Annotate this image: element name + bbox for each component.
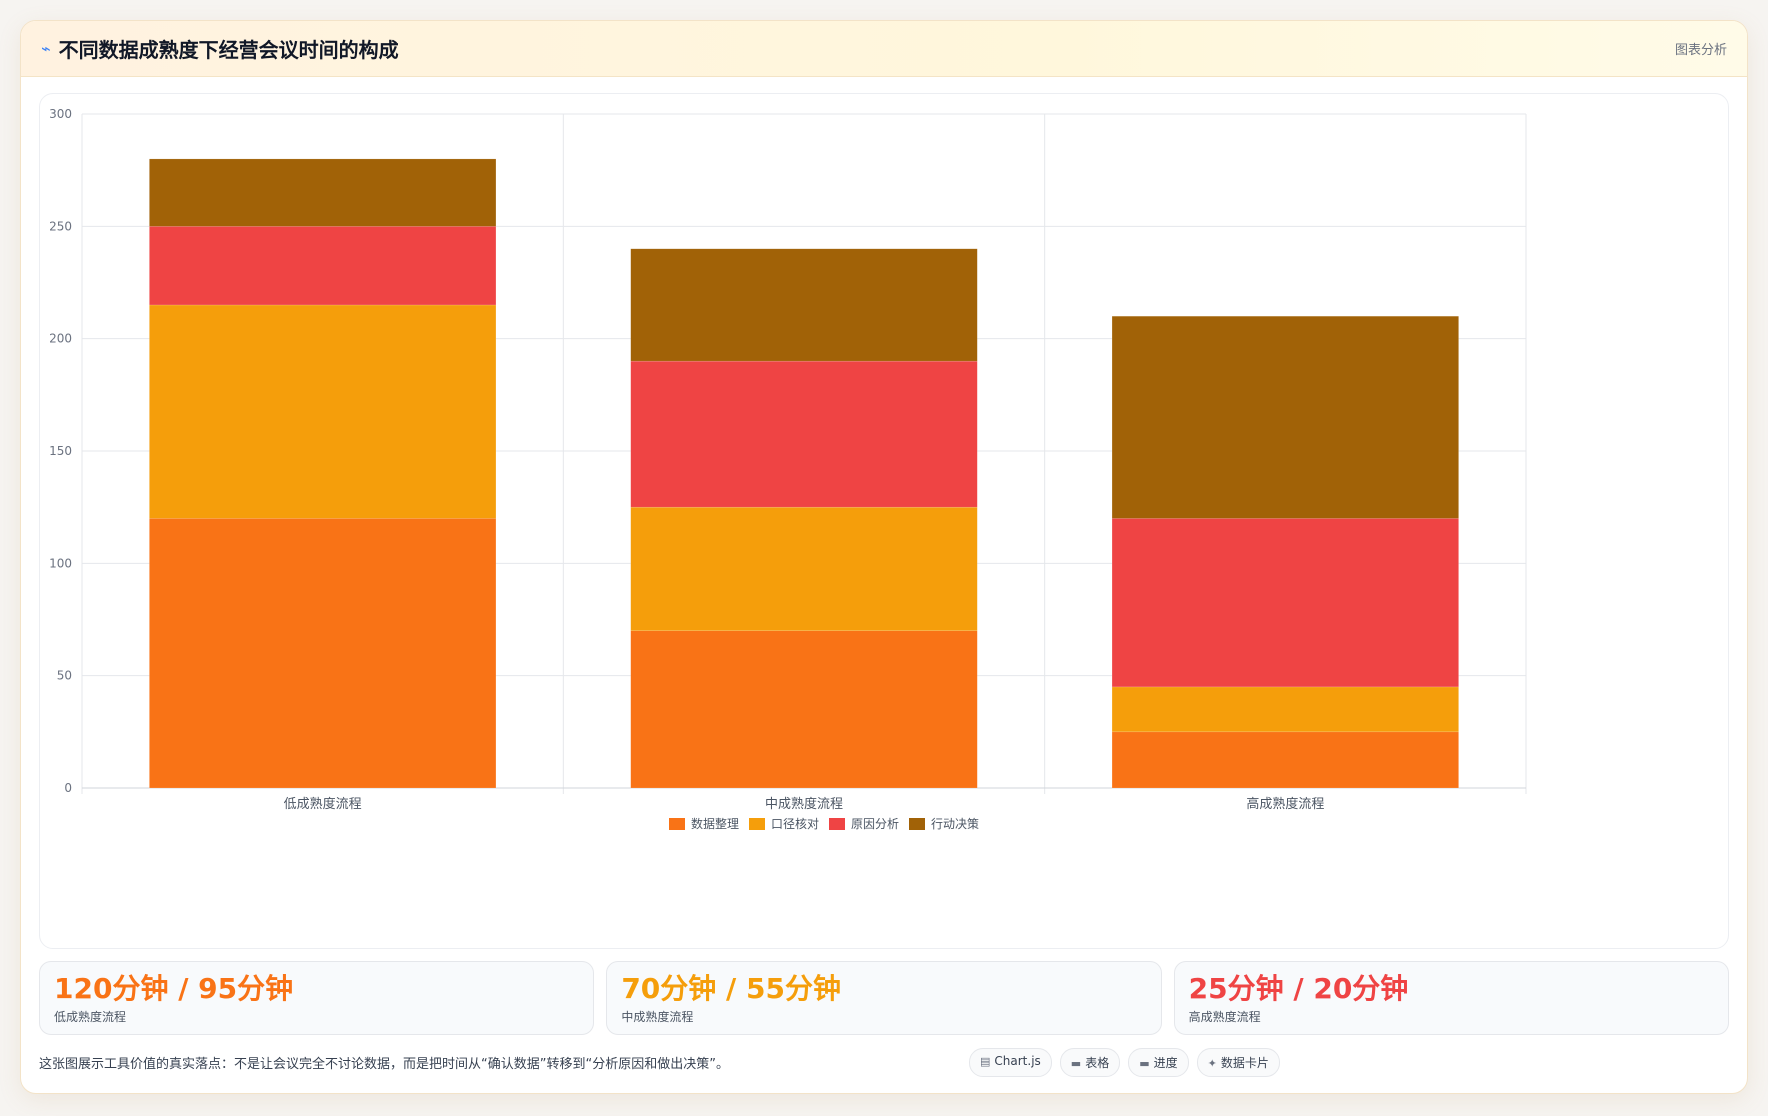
bar-segment (630, 630, 978, 789)
bar-segment (149, 518, 497, 789)
bar-segment (149, 226, 497, 306)
bar-segment (630, 506, 978, 631)
chip-label: Chart.js (994, 1053, 1041, 1068)
stat-card-mid: 70分钟 / 55分钟 中成熟度流程 (606, 961, 1162, 1035)
chart-icon: ▤ (980, 1054, 991, 1068)
y-tick-label: 0 (64, 781, 72, 795)
legend-label: 口径核对 (771, 817, 819, 831)
chip-table[interactable]: ▬ 表格 (1059, 1047, 1121, 1077)
y-tick-label: 50 (57, 669, 72, 683)
stat-value: 120分钟 / 95分钟 (54, 972, 294, 1005)
bar-segment (149, 158, 497, 227)
progress-icon: ▬ (1139, 1056, 1150, 1070)
y-tick-label: 100 (49, 556, 72, 570)
y-tick-label: 300 (49, 107, 72, 121)
stat-card-low: 120分钟 / 95分钟 低成熟度流程 (39, 961, 595, 1035)
bar-segment (149, 304, 497, 519)
legend-swatch (909, 818, 925, 830)
bar-segment (1111, 315, 1459, 519)
card-icon: ✦ (1207, 1056, 1217, 1070)
legend-swatch (749, 818, 765, 830)
stat-value: 70分钟 / 55分钟 (621, 972, 841, 1005)
legend-swatch (829, 818, 845, 830)
footer-note: 这张图展示工具价值的真实落点：不是让会议完全不讨论数据，而是把时间从“确认数据”… (39, 1056, 729, 1072)
stat-value: 25分钟 / 20分钟 (1188, 972, 1409, 1005)
stat-label: 高成熟度流程 (1188, 1010, 1261, 1024)
table-icon: ▬ (1070, 1056, 1082, 1070)
stacked-bar-chart: 0 50 100 150 200 250 300 低成熟度流程 中成熟度流程 高成熟度流程数据整理… (49, 107, 1527, 831)
chip-progress[interactable]: ▬ 进度 (1128, 1047, 1189, 1077)
chip-chartjs[interactable]: ▤ Chart.js (969, 1047, 1052, 1077)
chart-analysis-tag[interactable]: 图表分析 (1674, 43, 1727, 58)
stat-cards: 120分钟 / 95分钟 低成熟度流程 70分钟 / 55分钟 中成熟度流程 2… (39, 961, 1729, 1035)
tech-chips: ▤ Chart.js ▬ 表格 ▬ 进度 ✦ 数据卡片 (969, 1047, 1280, 1077)
x-tick-label: 低成熟度流程 (284, 796, 362, 812)
bar-segment (630, 248, 978, 362)
stat-label: 低成熟度流程 (54, 1010, 127, 1024)
y-tick-label: 250 (49, 219, 72, 233)
legend-label: 数据整理 (691, 816, 739, 831)
legend-label: 原因分析 (851, 817, 899, 831)
bar-segment (630, 360, 978, 508)
stat-label: 中成熟度流程 (621, 1010, 694, 1024)
chart-card: ⌁ 不同数据成熟度下经营会议时间的构成 图表分析 0 50 100 150 200 250… (20, 20, 1748, 1094)
chart-title: 不同数据成熟度下经营会议时间的构成 (58, 38, 399, 62)
x-tick-label: 高成熟度流程 (1246, 796, 1324, 812)
bar-segment (1111, 518, 1459, 688)
card-header: ⌁ 不同数据成熟度下经营会议时间的构成 图表分析 (21, 21, 1747, 77)
x-tick-label: 中成熟度流程 (765, 796, 843, 812)
bar-segment (1111, 686, 1459, 733)
y-tick-label: 150 (49, 444, 72, 458)
chip-label: 表格 (1085, 1055, 1110, 1070)
legend-swatch (669, 818, 685, 830)
y-tick-label: 200 (49, 332, 72, 346)
legend-label: 行动决策 (931, 817, 979, 831)
chart-container: 0 50 100 150 200 250 300 低成熟度流程 中成熟度流程 高成熟度流程数据整理… (39, 93, 1729, 949)
stat-card-high: 25分钟 / 20分钟 高成熟度流程 (1173, 961, 1729, 1035)
bar-segment (1111, 731, 1459, 789)
chip-label: 进度 (1153, 1055, 1178, 1070)
chip-label: 数据卡片 (1220, 1055, 1269, 1070)
sparkle-icon: ⌁ (41, 38, 51, 58)
chip-data-card[interactable]: ✦ 数据卡片 (1196, 1047, 1280, 1077)
card-footer: 这张图展示工具价值的真实落点：不是让会议完全不讨论数据，而是把时间从“确认数据”… (39, 1045, 1729, 1079)
